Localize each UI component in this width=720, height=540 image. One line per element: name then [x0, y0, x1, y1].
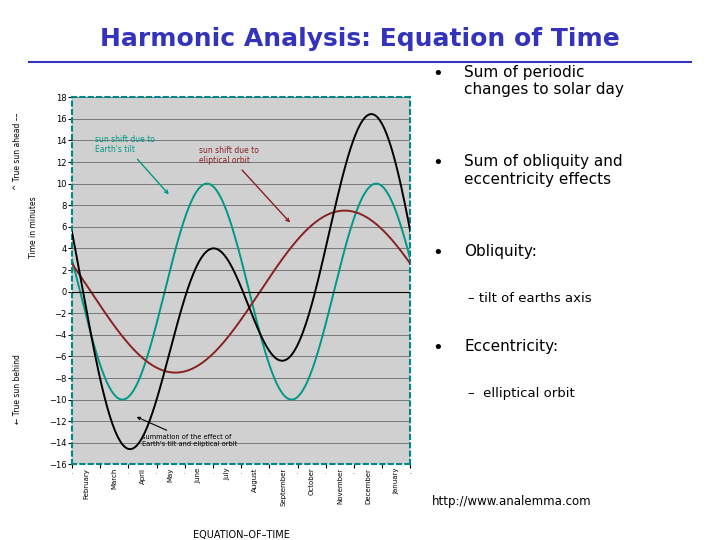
- Text: •: •: [432, 65, 443, 83]
- Text: Harmonic Analysis: Equation of Time: Harmonic Analysis: Equation of Time: [100, 27, 620, 51]
- Text: October: October: [309, 468, 315, 495]
- Text: Sum of obliquity and
eccentricity effects: Sum of obliquity and eccentricity effect…: [464, 154, 623, 187]
- Text: •: •: [432, 339, 443, 357]
- Text: May: May: [168, 468, 174, 482]
- Text: August: August: [252, 468, 258, 492]
- Text: December: December: [365, 468, 371, 503]
- Text: September: September: [281, 468, 287, 506]
- Text: Time in minutes: Time in minutes: [30, 196, 38, 258]
- Text: – tilt of earths axis: – tilt of earths axis: [468, 292, 592, 305]
- Text: •: •: [432, 154, 443, 172]
- Text: November: November: [337, 468, 343, 504]
- Text: Eccentricity:: Eccentricity:: [464, 339, 559, 354]
- Text: July: July: [224, 468, 230, 480]
- Text: •: •: [432, 244, 443, 262]
- Text: Obliquity:: Obliquity:: [464, 244, 537, 259]
- Text: April: April: [140, 468, 145, 484]
- Text: March: March: [112, 468, 117, 489]
- Text: http://www.analemma.com: http://www.analemma.com: [432, 495, 592, 508]
- Text: EQUATION–OF–TIME: EQUATION–OF–TIME: [193, 530, 289, 540]
- Text: –  elliptical orbit: – elliptical orbit: [468, 387, 575, 400]
- Text: sun shift due to
Earth's tilt: sun shift due to Earth's tilt: [94, 135, 168, 193]
- Text: summation of the effect of
Earth's tilt and eliptical orbit: summation of the effect of Earth's tilt …: [138, 417, 238, 447]
- Text: June: June: [196, 468, 202, 483]
- Text: ^ True sun ahead ––: ^ True sun ahead ––: [14, 112, 22, 190]
- Text: January: January: [393, 468, 400, 494]
- Text: sun shift due to
eliptical orbit: sun shift due to eliptical orbit: [199, 146, 289, 221]
- Text: February: February: [83, 468, 89, 498]
- Text: Sum of periodic
changes to solar day: Sum of periodic changes to solar day: [464, 65, 624, 97]
- Text: ← True sun behind: ← True sun behind: [14, 354, 22, 424]
